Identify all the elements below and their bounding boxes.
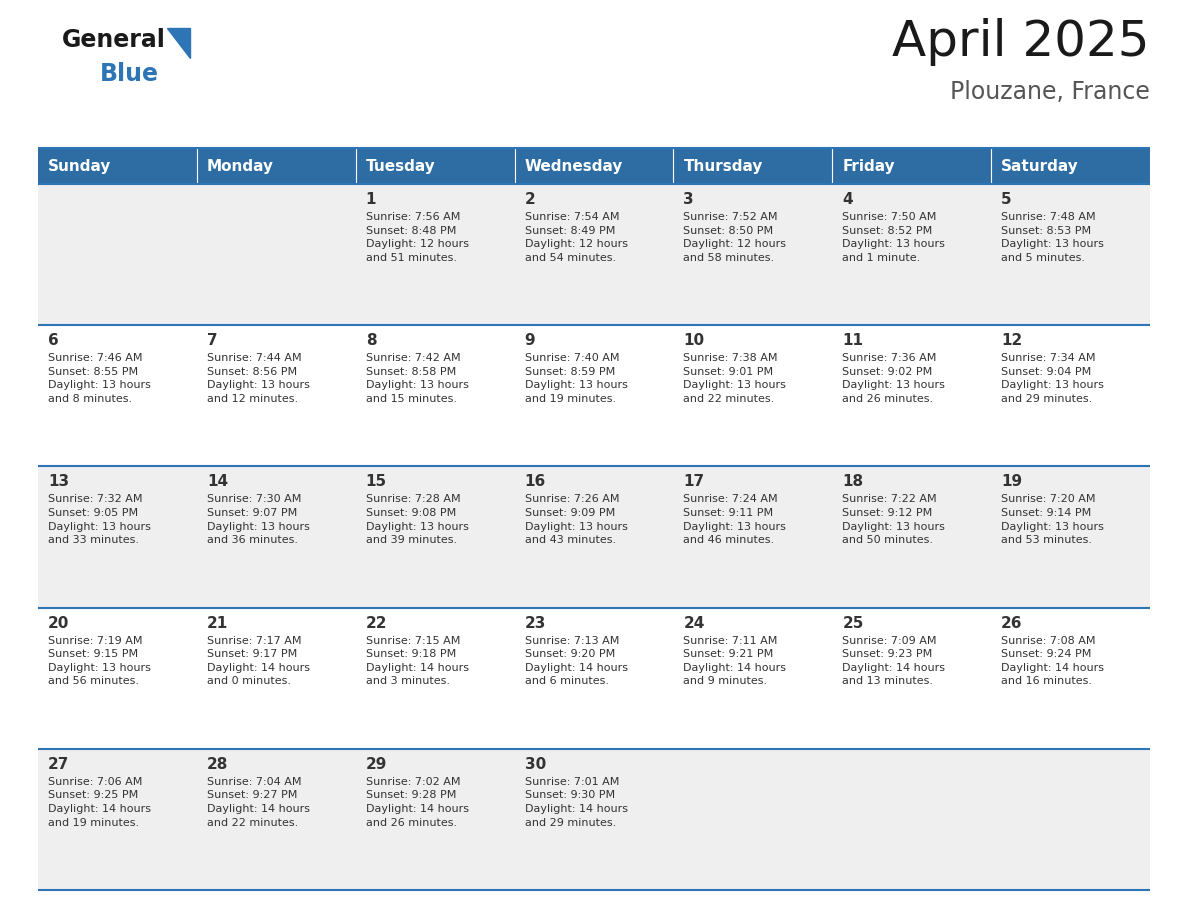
Text: 13: 13 bbox=[48, 475, 69, 489]
Text: Sunrise: 7:36 AM
Sunset: 9:02 PM
Daylight: 13 hours
and 26 minutes.: Sunrise: 7:36 AM Sunset: 9:02 PM Dayligh… bbox=[842, 353, 946, 404]
Bar bbox=[674, 148, 833, 184]
Text: 5: 5 bbox=[1001, 192, 1012, 207]
Text: 12: 12 bbox=[1001, 333, 1023, 348]
Bar bbox=[38, 466, 1150, 608]
Bar bbox=[355, 148, 514, 184]
Text: 10: 10 bbox=[683, 333, 704, 348]
Bar bbox=[833, 148, 991, 184]
Text: 30: 30 bbox=[525, 756, 545, 772]
Text: 8: 8 bbox=[366, 333, 377, 348]
Text: 21: 21 bbox=[207, 616, 228, 631]
Text: Plouzane, France: Plouzane, France bbox=[950, 80, 1150, 104]
Text: Sunrise: 7:48 AM
Sunset: 8:53 PM
Daylight: 13 hours
and 5 minutes.: Sunrise: 7:48 AM Sunset: 8:53 PM Dayligh… bbox=[1001, 212, 1104, 263]
Text: Sunrise: 7:56 AM
Sunset: 8:48 PM
Daylight: 12 hours
and 51 minutes.: Sunrise: 7:56 AM Sunset: 8:48 PM Dayligh… bbox=[366, 212, 469, 263]
Text: 3: 3 bbox=[683, 192, 694, 207]
Text: Sunrise: 7:09 AM
Sunset: 9:23 PM
Daylight: 14 hours
and 13 minutes.: Sunrise: 7:09 AM Sunset: 9:23 PM Dayligh… bbox=[842, 635, 946, 687]
Text: 23: 23 bbox=[525, 616, 546, 631]
Text: Sunrise: 7:50 AM
Sunset: 8:52 PM
Daylight: 13 hours
and 1 minute.: Sunrise: 7:50 AM Sunset: 8:52 PM Dayligh… bbox=[842, 212, 946, 263]
Text: Sunrise: 7:54 AM
Sunset: 8:49 PM
Daylight: 12 hours
and 54 minutes.: Sunrise: 7:54 AM Sunset: 8:49 PM Dayligh… bbox=[525, 212, 627, 263]
Text: Wednesday: Wednesday bbox=[525, 159, 623, 174]
Text: Sunrise: 7:52 AM
Sunset: 8:50 PM
Daylight: 12 hours
and 58 minutes.: Sunrise: 7:52 AM Sunset: 8:50 PM Dayligh… bbox=[683, 212, 786, 263]
Text: 4: 4 bbox=[842, 192, 853, 207]
Text: 29: 29 bbox=[366, 756, 387, 772]
Text: April 2025: April 2025 bbox=[892, 18, 1150, 66]
Text: Sunrise: 7:13 AM
Sunset: 9:20 PM
Daylight: 14 hours
and 6 minutes.: Sunrise: 7:13 AM Sunset: 9:20 PM Dayligh… bbox=[525, 635, 627, 687]
Text: 6: 6 bbox=[48, 333, 58, 348]
Text: 28: 28 bbox=[207, 756, 228, 772]
Bar bbox=[38, 148, 197, 184]
Text: Sunrise: 7:08 AM
Sunset: 9:24 PM
Daylight: 14 hours
and 16 minutes.: Sunrise: 7:08 AM Sunset: 9:24 PM Dayligh… bbox=[1001, 635, 1104, 687]
Text: 18: 18 bbox=[842, 475, 864, 489]
Text: Sunrise: 7:22 AM
Sunset: 9:12 PM
Daylight: 13 hours
and 50 minutes.: Sunrise: 7:22 AM Sunset: 9:12 PM Dayligh… bbox=[842, 495, 946, 545]
Text: 17: 17 bbox=[683, 475, 704, 489]
Text: Sunrise: 7:15 AM
Sunset: 9:18 PM
Daylight: 14 hours
and 3 minutes.: Sunrise: 7:15 AM Sunset: 9:18 PM Dayligh… bbox=[366, 635, 469, 687]
Text: 25: 25 bbox=[842, 616, 864, 631]
Bar bbox=[991, 148, 1150, 184]
Text: Sunrise: 7:02 AM
Sunset: 9:28 PM
Daylight: 14 hours
and 26 minutes.: Sunrise: 7:02 AM Sunset: 9:28 PM Dayligh… bbox=[366, 777, 469, 828]
Bar bbox=[38, 608, 1150, 749]
Text: Sunrise: 7:42 AM
Sunset: 8:58 PM
Daylight: 13 hours
and 15 minutes.: Sunrise: 7:42 AM Sunset: 8:58 PM Dayligh… bbox=[366, 353, 468, 404]
Text: 22: 22 bbox=[366, 616, 387, 631]
Text: 9: 9 bbox=[525, 333, 536, 348]
Bar bbox=[38, 325, 1150, 466]
Bar bbox=[38, 184, 1150, 325]
Text: Sunrise: 7:30 AM
Sunset: 9:07 PM
Daylight: 13 hours
and 36 minutes.: Sunrise: 7:30 AM Sunset: 9:07 PM Dayligh… bbox=[207, 495, 310, 545]
Text: Sunrise: 7:26 AM
Sunset: 9:09 PM
Daylight: 13 hours
and 43 minutes.: Sunrise: 7:26 AM Sunset: 9:09 PM Dayligh… bbox=[525, 495, 627, 545]
Text: 7: 7 bbox=[207, 333, 217, 348]
Text: 15: 15 bbox=[366, 475, 387, 489]
Text: 16: 16 bbox=[525, 475, 545, 489]
Bar bbox=[38, 749, 1150, 890]
Text: 27: 27 bbox=[48, 756, 69, 772]
Text: Sunrise: 7:04 AM
Sunset: 9:27 PM
Daylight: 14 hours
and 22 minutes.: Sunrise: 7:04 AM Sunset: 9:27 PM Dayligh… bbox=[207, 777, 310, 828]
Text: Sunrise: 7:24 AM
Sunset: 9:11 PM
Daylight: 13 hours
and 46 minutes.: Sunrise: 7:24 AM Sunset: 9:11 PM Dayligh… bbox=[683, 495, 786, 545]
Text: Sunrise: 7:06 AM
Sunset: 9:25 PM
Daylight: 14 hours
and 19 minutes.: Sunrise: 7:06 AM Sunset: 9:25 PM Dayligh… bbox=[48, 777, 151, 828]
Bar bbox=[514, 148, 674, 184]
Text: Monday: Monday bbox=[207, 159, 274, 174]
Text: Sunrise: 7:28 AM
Sunset: 9:08 PM
Daylight: 13 hours
and 39 minutes.: Sunrise: 7:28 AM Sunset: 9:08 PM Dayligh… bbox=[366, 495, 468, 545]
Text: 1: 1 bbox=[366, 192, 377, 207]
Text: Sunrise: 7:38 AM
Sunset: 9:01 PM
Daylight: 13 hours
and 22 minutes.: Sunrise: 7:38 AM Sunset: 9:01 PM Dayligh… bbox=[683, 353, 786, 404]
Text: Sunrise: 7:46 AM
Sunset: 8:55 PM
Daylight: 13 hours
and 8 minutes.: Sunrise: 7:46 AM Sunset: 8:55 PM Dayligh… bbox=[48, 353, 151, 404]
Text: Sunrise: 7:40 AM
Sunset: 8:59 PM
Daylight: 13 hours
and 19 minutes.: Sunrise: 7:40 AM Sunset: 8:59 PM Dayligh… bbox=[525, 353, 627, 404]
Text: 24: 24 bbox=[683, 616, 704, 631]
Text: Thursday: Thursday bbox=[683, 159, 763, 174]
Text: Blue: Blue bbox=[100, 62, 159, 86]
Bar bbox=[197, 148, 355, 184]
Text: 2: 2 bbox=[525, 192, 536, 207]
Text: General: General bbox=[62, 28, 166, 52]
Text: Sunrise: 7:19 AM
Sunset: 9:15 PM
Daylight: 13 hours
and 56 minutes.: Sunrise: 7:19 AM Sunset: 9:15 PM Dayligh… bbox=[48, 635, 151, 687]
Text: 20: 20 bbox=[48, 616, 69, 631]
Text: 19: 19 bbox=[1001, 475, 1022, 489]
Text: Sunrise: 7:34 AM
Sunset: 9:04 PM
Daylight: 13 hours
and 29 minutes.: Sunrise: 7:34 AM Sunset: 9:04 PM Dayligh… bbox=[1001, 353, 1104, 404]
Text: Friday: Friday bbox=[842, 159, 895, 174]
Text: 11: 11 bbox=[842, 333, 864, 348]
Text: Sunrise: 7:01 AM
Sunset: 9:30 PM
Daylight: 14 hours
and 29 minutes.: Sunrise: 7:01 AM Sunset: 9:30 PM Dayligh… bbox=[525, 777, 627, 828]
Text: 26: 26 bbox=[1001, 616, 1023, 631]
Text: Saturday: Saturday bbox=[1001, 159, 1079, 174]
Text: Sunday: Sunday bbox=[48, 159, 112, 174]
Polygon shape bbox=[168, 28, 190, 58]
Text: Tuesday: Tuesday bbox=[366, 159, 436, 174]
Text: Sunrise: 7:32 AM
Sunset: 9:05 PM
Daylight: 13 hours
and 33 minutes.: Sunrise: 7:32 AM Sunset: 9:05 PM Dayligh… bbox=[48, 495, 151, 545]
Text: 14: 14 bbox=[207, 475, 228, 489]
Text: Sunrise: 7:17 AM
Sunset: 9:17 PM
Daylight: 14 hours
and 0 minutes.: Sunrise: 7:17 AM Sunset: 9:17 PM Dayligh… bbox=[207, 635, 310, 687]
Text: Sunrise: 7:44 AM
Sunset: 8:56 PM
Daylight: 13 hours
and 12 minutes.: Sunrise: 7:44 AM Sunset: 8:56 PM Dayligh… bbox=[207, 353, 310, 404]
Text: Sunrise: 7:11 AM
Sunset: 9:21 PM
Daylight: 14 hours
and 9 minutes.: Sunrise: 7:11 AM Sunset: 9:21 PM Dayligh… bbox=[683, 635, 786, 687]
Text: Sunrise: 7:20 AM
Sunset: 9:14 PM
Daylight: 13 hours
and 53 minutes.: Sunrise: 7:20 AM Sunset: 9:14 PM Dayligh… bbox=[1001, 495, 1104, 545]
